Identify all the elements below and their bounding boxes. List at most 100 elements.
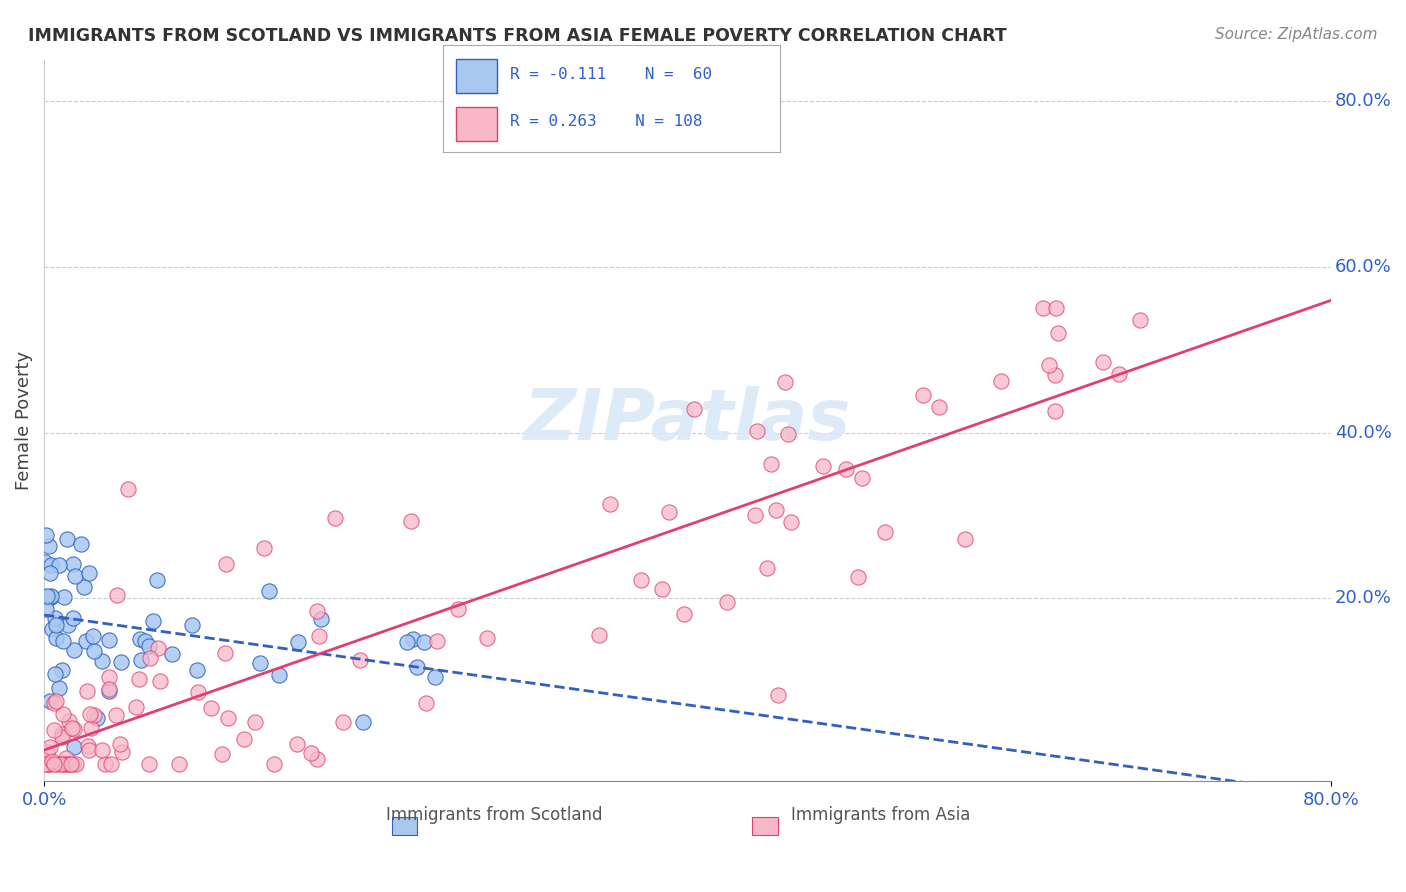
Point [90, 654, 112, 668]
Point [55, 751, 77, 765]
Point [125, 699, 148, 714]
Point [39, 566, 62, 580]
Point [1038, 359, 1060, 373]
Point [62, 722, 84, 736]
Point [1047, 326, 1070, 340]
Point [46, 757, 69, 772]
Text: 20.0%: 20.0% [1334, 590, 1392, 607]
Point [249, 656, 271, 670]
Point [90, 742, 112, 756]
Point [63, 569, 86, 583]
Point [142, 614, 165, 628]
Point [108, 737, 131, 751]
Point [299, 746, 322, 760]
Point [62, 643, 84, 657]
Point [415, 696, 437, 710]
Point [765, 503, 787, 517]
Point [51, 727, 73, 741]
Point [45, 631, 67, 645]
Point [39, 558, 62, 573]
Point [97, 632, 120, 647]
Point [100, 757, 122, 772]
Point [49, 757, 72, 772]
Point [851, 470, 873, 484]
Text: IMMIGRANTS FROM SCOTLAND VS IMMIGRANTS FROM ASIA FEMALE POVERTY CORRELATION CHAR: IMMIGRANTS FROM SCOTLAND VS IMMIGRANTS F… [28, 27, 1007, 45]
Point [35, 745, 58, 759]
Point [1032, 301, 1054, 316]
Text: 60.0%: 60.0% [1334, 258, 1392, 276]
Point [63, 739, 86, 754]
Point [52, 591, 75, 605]
Point [44, 757, 66, 772]
Point [44, 696, 66, 710]
Point [39, 589, 62, 603]
Point [1092, 354, 1115, 368]
Point [160, 647, 183, 661]
Point [56, 532, 79, 546]
Point [111, 745, 134, 759]
Point [232, 731, 254, 746]
Point [287, 634, 309, 648]
Point [747, 424, 769, 438]
Point [39, 757, 62, 772]
Bar [457, 107, 496, 141]
Point [80, 721, 103, 735]
Point [1108, 368, 1130, 382]
Point [873, 524, 896, 539]
Text: Immigrants from Scotland: Immigrants from Scotland [387, 806, 603, 824]
Point [73, 580, 96, 594]
Text: Immigrants from Asia: Immigrants from Asia [792, 806, 970, 824]
Point [307, 752, 329, 766]
Point [263, 757, 285, 772]
Point [41, 622, 63, 636]
Point [149, 673, 172, 688]
Point [673, 607, 696, 621]
Point [117, 482, 139, 496]
Text: R = 0.263    N = 108: R = 0.263 N = 108 [510, 114, 703, 129]
Point [1129, 312, 1152, 326]
Point [34, 528, 56, 542]
Text: R = -0.111    N =  60: R = -0.111 N = 60 [510, 67, 713, 82]
Point [62, 757, 84, 772]
Point [51, 730, 73, 744]
Point [83, 644, 105, 658]
Point [104, 708, 127, 723]
Point [38, 590, 60, 604]
Point [44, 611, 66, 625]
Point [396, 634, 419, 648]
Point [215, 557, 238, 571]
Point [37, 589, 59, 603]
Point [77, 743, 100, 757]
Point [167, 757, 190, 772]
Point [128, 672, 150, 686]
Point [77, 566, 100, 580]
Point [311, 612, 333, 626]
Point [245, 715, 267, 730]
Point [744, 508, 766, 522]
Point [990, 374, 1012, 388]
Point [97, 681, 120, 696]
Point [211, 747, 233, 761]
Point [138, 639, 160, 653]
Point [285, 737, 308, 751]
Point [146, 573, 169, 587]
Point [426, 633, 449, 648]
Point [1043, 404, 1066, 418]
Point [214, 647, 236, 661]
Bar [392, 817, 418, 835]
Point [38, 739, 60, 754]
Point [780, 515, 803, 529]
Point [630, 573, 652, 587]
Point [128, 632, 150, 646]
Point [51, 663, 73, 677]
Point [475, 632, 498, 646]
Point [402, 632, 425, 646]
Point [58, 714, 80, 728]
Point [349, 653, 371, 667]
Point [200, 701, 222, 715]
Text: 80.0%: 80.0% [1334, 92, 1392, 110]
Point [323, 511, 346, 525]
Point [423, 670, 446, 684]
Point [332, 715, 354, 730]
Point [98, 684, 121, 698]
